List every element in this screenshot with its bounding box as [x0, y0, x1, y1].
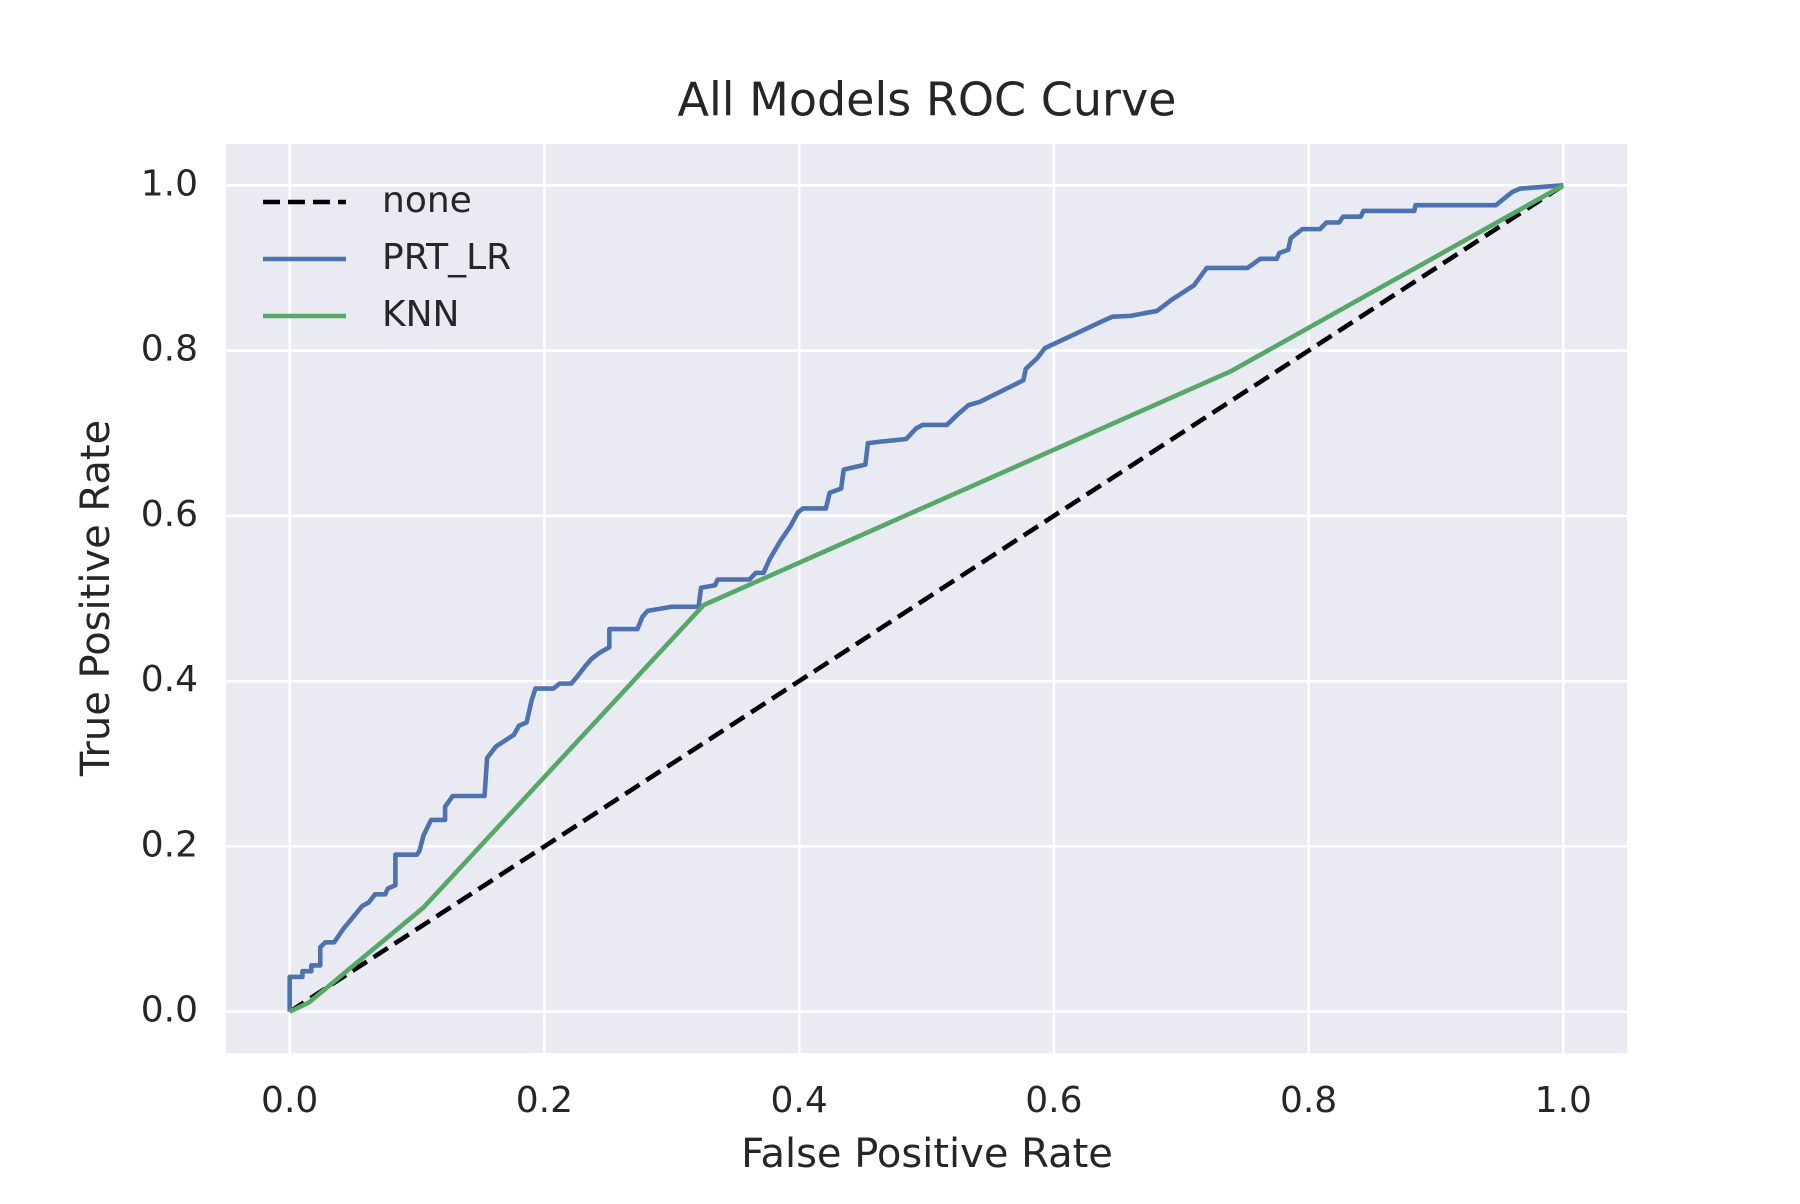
y-tick-label: 0.6: [141, 494, 198, 535]
x-tick-label: 0.8: [1280, 1080, 1337, 1121]
x-tick-label: 0.0: [261, 1080, 318, 1121]
y-tick-label: 0.2: [141, 824, 198, 865]
legend-label: PRT_LR: [382, 237, 511, 278]
line-series: [287, 183, 1564, 1012]
line-series: [288, 183, 1565, 1014]
line-series: [288, 183, 1565, 1014]
y-tick-label: 0.8: [141, 329, 198, 370]
y-tick-label: 1.0: [141, 163, 198, 204]
chart-title: All Models ROC Curve: [678, 73, 1177, 127]
y-tick-label: 0.0: [141, 990, 198, 1031]
legend-label: KNN: [382, 294, 459, 335]
y-axis-label: True Positive Rate: [73, 420, 119, 777]
x-tick-label: 1.0: [1535, 1080, 1592, 1121]
x-tick-label: 0.6: [1025, 1080, 1082, 1121]
x-axis-label: False Positive Rate: [741, 1131, 1113, 1177]
x-tick-label: 0.4: [771, 1080, 828, 1121]
legend-label: none: [382, 180, 472, 221]
y-tick-label: 0.4: [141, 659, 198, 700]
x-tick-label: 0.2: [516, 1080, 573, 1121]
